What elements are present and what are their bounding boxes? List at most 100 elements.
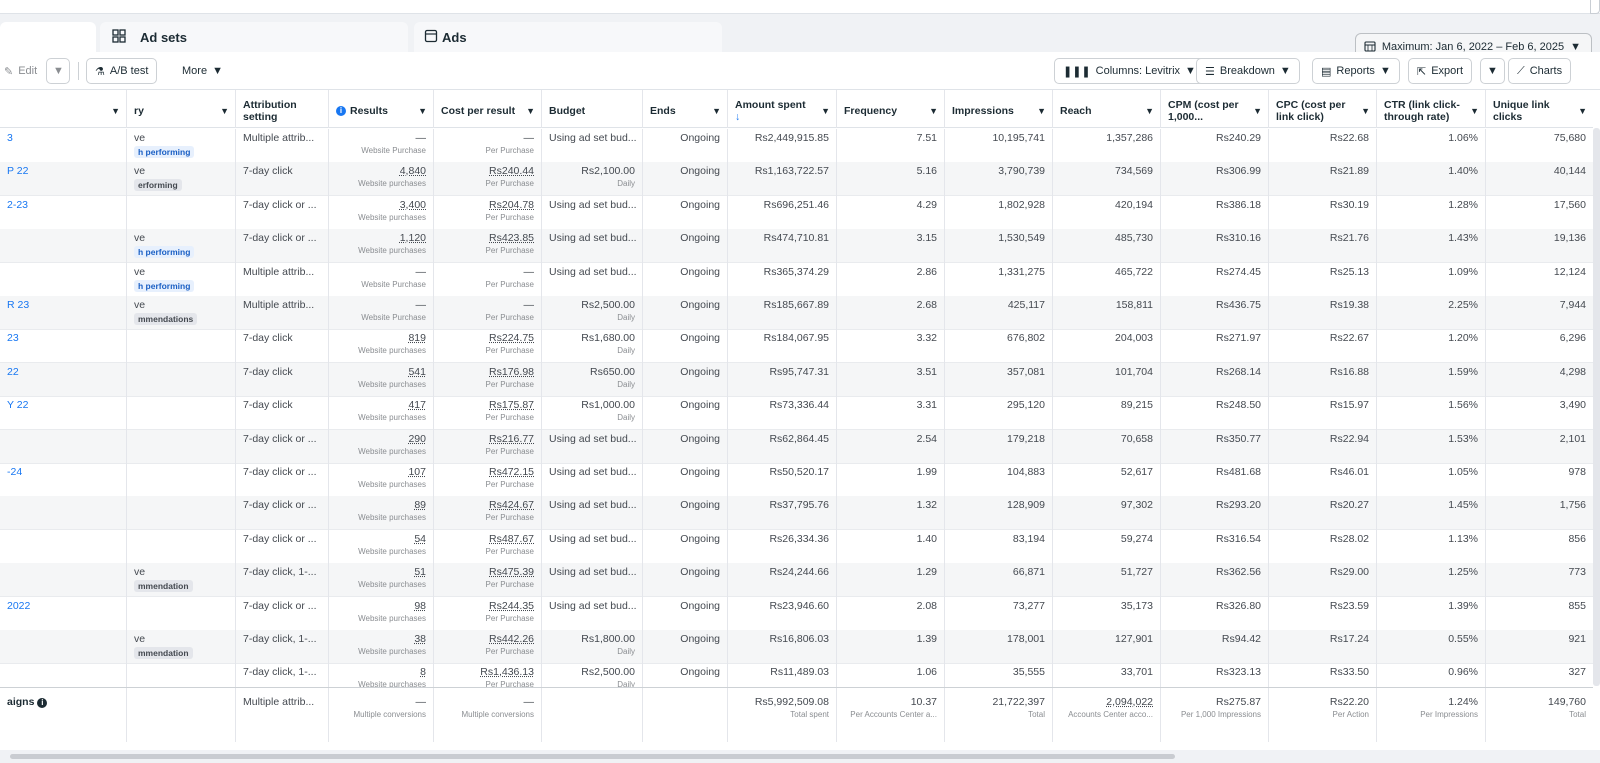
results-value[interactable]: 819: [408, 332, 426, 345]
cost-per-result-value[interactable]: Rs423.85: [489, 232, 534, 245]
table-row[interactable]: R 23 ve mmendations Multiple attrib... — Webs…: [0, 296, 1593, 330]
col-header-budget-label: Budget: [549, 104, 586, 117]
col-header-cost-per-result[interactable]: Cost per result ▼: [433, 90, 541, 128]
cost-per-result-value[interactable]: Rs472.15: [489, 466, 534, 478]
col-header-ctr[interactable]: CTR (link click-through rate) ▼: [1376, 90, 1485, 128]
cost-per-result-value[interactable]: Rs424.67: [489, 499, 534, 512]
attribution-value: 7-day click: [243, 332, 293, 345]
results-value[interactable]: 290: [408, 432, 426, 445]
cell-delivery: [126, 496, 235, 531]
cost-per-result-value[interactable]: Rs224.75: [489, 332, 534, 345]
horizontal-scrollbar[interactable]: [10, 754, 1175, 759]
col-header-ends[interactable]: Ends ▼: [642, 90, 727, 128]
table-row[interactable]: Y 22 7-day click 417 Website purchases Rs175…: [0, 396, 1593, 431]
table-row[interactable]: -24 7-day click or ... 107 Website purchase…: [0, 463, 1593, 497]
cost-per-result-value[interactable]: Rs244.35: [489, 599, 534, 612]
cost-per-result-value[interactable]: Rs240.44: [489, 165, 534, 178]
results-value[interactable]: 54: [414, 532, 426, 545]
cell-budget: Using ad set bud...: [541, 563, 642, 598]
results-value[interactable]: —: [415, 299, 427, 311]
cost-per-result-value[interactable]: Rs176.98: [489, 365, 534, 378]
table-row[interactable]: 2022 7-day click or ... 98 Website purchase…: [0, 596, 1593, 631]
chart-icon: ⟋: [1517, 64, 1525, 77]
edit-dropdown-button[interactable]: ▼: [46, 58, 70, 84]
cell-cost-per-result: Rs244.35 Per Purchase: [433, 596, 541, 631]
col-header-impressions[interactable]: Impressions ▼: [944, 90, 1052, 128]
cell-ends: Ongoing: [642, 396, 727, 431]
col-header-results-label: Results: [350, 104, 388, 117]
cost-per-result-value[interactable]: Rs216.77: [489, 432, 534, 445]
ad-set-name-link[interactable]: 3: [7, 132, 13, 144]
table-row[interactable]: 7-day click or ... 54 Website purchases Rs4…: [0, 529, 1593, 564]
export-button[interactable]: ⇱ Export: [1408, 58, 1473, 84]
ad-set-name-link[interactable]: 22: [7, 365, 19, 378]
col-header-reach[interactable]: Reach ▼: [1052, 90, 1160, 128]
table-row[interactable]: 23 7-day click 819 Website purchases Rs224.7…: [0, 329, 1593, 364]
more-button[interactable]: More ▼: [174, 58, 231, 84]
table-row[interactable]: ve mmendation 7-day click, 1-... 51 Website …: [0, 563, 1593, 598]
columns-button[interactable]: ❚❚❚ Columns: Levitrix ▼: [1054, 58, 1205, 84]
col-header-name[interactable]: ▼: [0, 90, 126, 128]
ad-set-name-link[interactable]: Y 22: [7, 399, 29, 412]
results-value[interactable]: 417: [408, 399, 426, 412]
col-header-frequency[interactable]: Frequency ▼: [836, 90, 944, 128]
reports-button[interactable]: ▤ Reports ▼: [1312, 58, 1400, 84]
vertical-scrollbar[interactable]: [1593, 128, 1600, 686]
cost-per-result-value[interactable]: —: [523, 132, 535, 144]
table-row[interactable]: ve h performing 7-day click or ... 1,120 Web…: [0, 229, 1593, 264]
results-value[interactable]: 38: [414, 633, 426, 645]
results-value[interactable]: 98: [414, 599, 426, 612]
export-dropdown-button[interactable]: ▼: [1480, 58, 1505, 84]
results-value[interactable]: 4,840: [399, 165, 426, 178]
ab-test-button[interactable]: ⚗ A/B test: [86, 58, 158, 84]
table-row[interactable]: 22 7-day click 541 Website purchases Rs176.9…: [0, 362, 1593, 397]
cost-per-result-value[interactable]: Rs475.39: [489, 566, 534, 579]
cost-per-result-value[interactable]: Rs442.26: [489, 633, 534, 645]
col-header-cpc[interactable]: CPC (cost per link click) ▼: [1268, 90, 1376, 128]
breakdown-button[interactable]: ☰ Breakdown ▼: [1196, 58, 1300, 84]
results-value[interactable]: 107: [408, 466, 426, 478]
cost-per-result-value[interactable]: —: [523, 299, 535, 311]
table-row[interactable]: 3 ve h performing Multiple attrib... — Websit…: [0, 129, 1593, 163]
ad-set-name-link[interactable]: P 22: [7, 165, 29, 178]
amount-spent-text: Amount spent: [735, 98, 806, 111]
totals-reach-value[interactable]: 2,094,022: [1106, 696, 1153, 708]
table-row[interactable]: P 22 ve erforming 7-day click 4,840 Website p…: [0, 162, 1593, 197]
table-row[interactable]: ve h performing Multiple attrib... — Website…: [0, 262, 1593, 297]
results-value[interactable]: —: [415, 265, 427, 278]
col-header-budget[interactable]: Budget: [541, 90, 642, 128]
results-value[interactable]: 8: [420, 666, 426, 679]
edit-button[interactable]: ✎ Edit: [0, 58, 45, 84]
table-row[interactable]: 2-23 7-day click or ... 3,400 Website purch…: [0, 195, 1593, 230]
results-value[interactable]: 1,120: [399, 232, 426, 245]
ad-set-name-link[interactable]: -24: [7, 466, 23, 478]
table-row[interactable]: ve mmendation 7-day click, 1-... 38 Website …: [0, 630, 1593, 664]
results-value[interactable]: 51: [414, 566, 426, 579]
ad-set-name-link[interactable]: 2022: [7, 599, 31, 612]
col-header-delivery[interactable]: ry ▼: [126, 90, 235, 128]
results-value[interactable]: 3,400: [399, 198, 426, 211]
col-header-amount-spent[interactable]: Amount spent ↓ ▼: [727, 90, 836, 128]
tab-ads[interactable]: Ads: [414, 22, 722, 52]
cost-per-result-value[interactable]: Rs1,436.13: [480, 666, 534, 679]
cost-per-result-value[interactable]: Rs487.67: [489, 532, 534, 545]
table-row[interactable]: 7-day click or ... 89 Website purchases Rs4…: [0, 496, 1593, 531]
col-header-results[interactable]: i Results ▼: [328, 90, 433, 128]
col-header-unique-clicks[interactable]: Unique link clicks ▼: [1485, 90, 1593, 128]
impressions-value: 73,277: [1012, 599, 1045, 612]
results-value[interactable]: 541: [408, 365, 426, 378]
tab-ad-sets[interactable]: Ad sets: [100, 22, 408, 52]
charts-button[interactable]: ⟋ Charts: [1508, 58, 1572, 84]
tab-campaigns[interactable]: [0, 22, 96, 52]
results-value[interactable]: —: [415, 132, 427, 144]
results-value[interactable]: 89: [414, 499, 426, 512]
ad-set-name-link[interactable]: 23: [7, 332, 19, 345]
ad-set-name-link[interactable]: 2-23: [7, 198, 29, 211]
col-header-cpm[interactable]: CPM (cost per 1,000... ▼: [1160, 90, 1268, 128]
cost-per-result-value[interactable]: —: [523, 265, 535, 278]
cost-per-result-value[interactable]: Rs175.87: [489, 399, 534, 412]
col-header-attribution[interactable]: Attribution setting: [235, 90, 328, 128]
table-row[interactable]: 7-day click or ... 290 Website purchases Rs…: [0, 429, 1593, 464]
cost-per-result-value[interactable]: Rs204.78: [489, 198, 534, 211]
ad-set-name-link[interactable]: R 23: [7, 299, 30, 311]
